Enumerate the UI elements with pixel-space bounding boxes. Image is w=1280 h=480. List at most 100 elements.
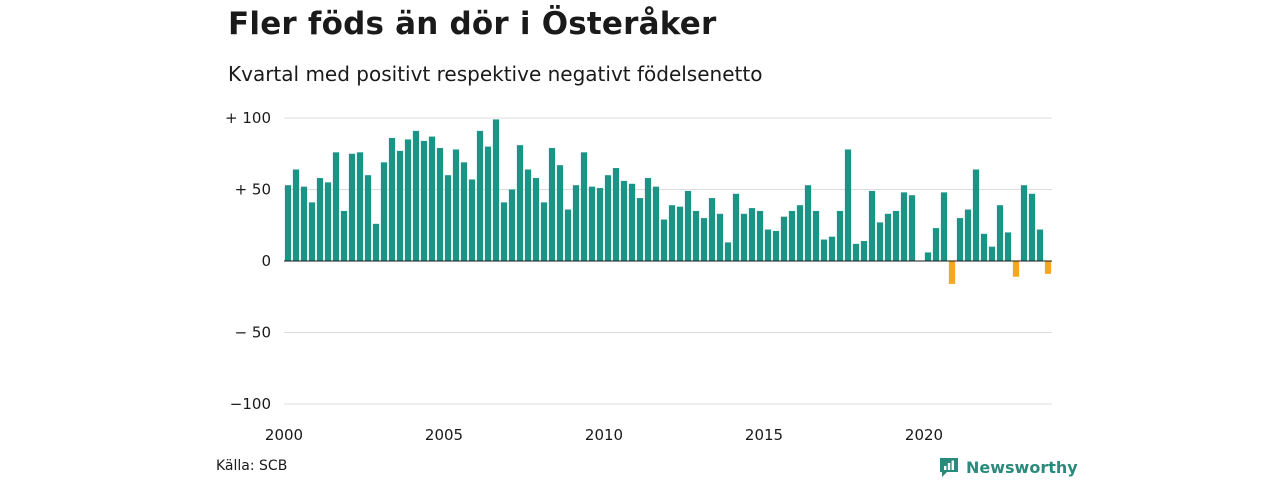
bar-positive xyxy=(500,202,508,261)
bar-positive xyxy=(676,206,684,261)
bar-positive xyxy=(436,148,444,261)
bar-positive xyxy=(548,148,556,261)
bar-positive xyxy=(660,219,668,261)
x-axis-ticks: 2000 2005 2010 2015 2020 xyxy=(265,426,943,444)
bar-positive xyxy=(716,213,724,261)
bar-positive xyxy=(604,175,612,261)
bar-positive xyxy=(324,182,332,261)
bar-positive xyxy=(884,213,892,261)
bar-positive xyxy=(596,188,604,261)
bar-positive xyxy=(284,185,292,261)
x-tick-label: 2000 xyxy=(265,426,303,444)
bar-positive xyxy=(564,209,572,261)
bar-positive xyxy=(412,130,420,261)
bar-positive xyxy=(620,180,628,261)
bar-positive xyxy=(404,139,412,261)
chart-title: Fler föds än dör i Österåker xyxy=(228,6,717,42)
bar-positive xyxy=(756,210,764,261)
bar-positive xyxy=(892,210,900,261)
source-note: Källa: SCB xyxy=(216,458,288,474)
bar-positive xyxy=(636,198,644,261)
bar-positive xyxy=(1036,229,1044,261)
bar-positive xyxy=(628,183,636,261)
bar-positive xyxy=(732,193,740,261)
bar-positive xyxy=(668,205,676,261)
bar-positive xyxy=(300,186,308,261)
bar-positive xyxy=(644,178,652,261)
bar-positive xyxy=(508,189,516,261)
bar-positive xyxy=(532,178,540,261)
bar-positive xyxy=(964,209,972,261)
bar-positive xyxy=(1028,193,1036,261)
bar-positive xyxy=(796,205,804,261)
bar-positive xyxy=(996,205,1004,261)
bar-positive xyxy=(780,216,788,261)
bar-positive xyxy=(924,252,932,261)
bar-positive xyxy=(900,192,908,261)
bar-positive xyxy=(356,152,364,261)
bar-positive xyxy=(788,210,796,261)
bar-positive xyxy=(860,240,868,261)
bar-positive xyxy=(452,149,460,261)
bar-positive xyxy=(540,202,548,261)
bar-positive xyxy=(556,165,564,261)
bar-positive xyxy=(692,210,700,261)
bar-positive xyxy=(468,179,476,261)
bar-positive xyxy=(972,169,980,261)
x-tick-label: 2015 xyxy=(745,426,783,444)
bar-positive xyxy=(1020,185,1028,261)
brand-name: Newsworthy xyxy=(966,457,1078,477)
bar-positive xyxy=(420,140,428,261)
bars xyxy=(284,119,1052,284)
bar-negative xyxy=(1044,261,1052,274)
bar-positive xyxy=(708,198,716,261)
bar-positive xyxy=(828,236,836,261)
bar-positive xyxy=(868,190,876,261)
newsworthy-logo-icon xyxy=(940,458,958,477)
bar-positive xyxy=(372,223,380,261)
bar-positive xyxy=(516,145,524,261)
bar-positive xyxy=(308,202,316,261)
bar-positive xyxy=(652,186,660,261)
bar-positive xyxy=(580,152,588,261)
brand-logo[interactable]: Newsworthy xyxy=(938,455,1078,479)
bar-positive xyxy=(428,136,436,261)
bar-positive xyxy=(980,233,988,261)
bar-positive xyxy=(1004,232,1012,261)
y-tick-label: −100 xyxy=(230,395,271,413)
bar-positive xyxy=(940,192,948,261)
y-tick-label: − 50 xyxy=(235,324,271,342)
bar-positive xyxy=(484,146,492,261)
y-tick-label: + 50 xyxy=(235,181,271,199)
bar-negative xyxy=(948,261,956,284)
bar-positive xyxy=(364,175,372,261)
bar-positive xyxy=(348,153,356,261)
bar-positive xyxy=(316,178,324,261)
bar-positive xyxy=(988,246,996,261)
bar-positive xyxy=(956,218,964,261)
bar-positive xyxy=(332,152,340,261)
bar-positive xyxy=(836,210,844,261)
x-tick-label: 2005 xyxy=(425,426,463,444)
bar-positive xyxy=(844,149,852,261)
bar-positive xyxy=(340,210,348,261)
bar-positive xyxy=(444,175,452,261)
x-tick-label: 2010 xyxy=(585,426,623,444)
bar-positive xyxy=(908,195,916,261)
bar-positive xyxy=(804,185,812,261)
bar-positive xyxy=(700,218,708,261)
bar-positive xyxy=(852,243,860,261)
bar-positive xyxy=(524,169,532,261)
y-axis-ticks: + 100 + 50 0 − 50 −100 xyxy=(225,109,271,413)
bar-positive xyxy=(812,210,820,261)
gridlines xyxy=(284,117,1052,405)
x-tick-label: 2020 xyxy=(905,426,943,444)
bar-positive xyxy=(748,208,756,261)
bar-positive xyxy=(292,169,300,261)
bar-positive xyxy=(772,230,780,261)
bar-positive xyxy=(684,190,692,261)
bar-positive xyxy=(492,119,500,262)
bar-positive xyxy=(396,150,404,261)
bar-positive xyxy=(876,222,884,261)
